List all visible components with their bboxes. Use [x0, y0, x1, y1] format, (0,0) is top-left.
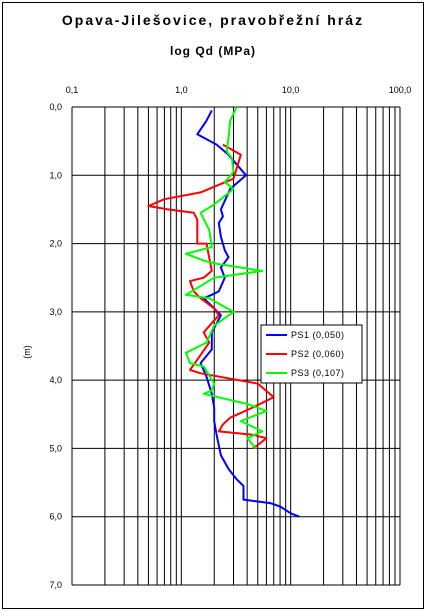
series-line-2: [147, 143, 275, 450]
x-tick-label: 100,0: [389, 85, 412, 95]
y-axis-label: (m): [22, 345, 32, 359]
legend-label: PS2 (0,060): [291, 349, 345, 359]
chart-title: Opava-Jilešovice, pravobřežní hráz: [62, 12, 364, 28]
y-tick-label: 0,0: [49, 102, 62, 112]
y-tick-label: 1,0: [49, 170, 62, 180]
legend: PS1 (0,050) PS2 (0,060) PS3 (0,107): [260, 324, 363, 384]
y-tick-label: 3,0: [49, 307, 62, 317]
legend-label: PS3 (0,107): [291, 368, 345, 378]
x-tick-label: 0,1: [66, 85, 79, 95]
y-tick-label: 2,0: [49, 239, 62, 249]
x-tick-label: 1,0: [175, 85, 188, 95]
series-lines: [147, 106, 300, 518]
x-tick-label: 10,0: [282, 85, 300, 95]
y-tick-label: 5,0: [49, 443, 62, 453]
chart-subtitle: log Qd (MPa): [170, 44, 256, 58]
legend-label: PS1 (0,050): [291, 330, 345, 340]
y-tick-label: 4,0: [49, 375, 62, 385]
tick-labels: 0,1 1,0 10,0 100,0 0,0 1,0 2,0 3,0 4,0 5,0 6,0 7,0: [49, 85, 411, 590]
y-tick-label: 6,0: [49, 512, 62, 522]
y-tick-label: 7,0: [49, 580, 62, 590]
series-line-1: [196, 109, 300, 518]
series-line-3: [184, 106, 268, 450]
